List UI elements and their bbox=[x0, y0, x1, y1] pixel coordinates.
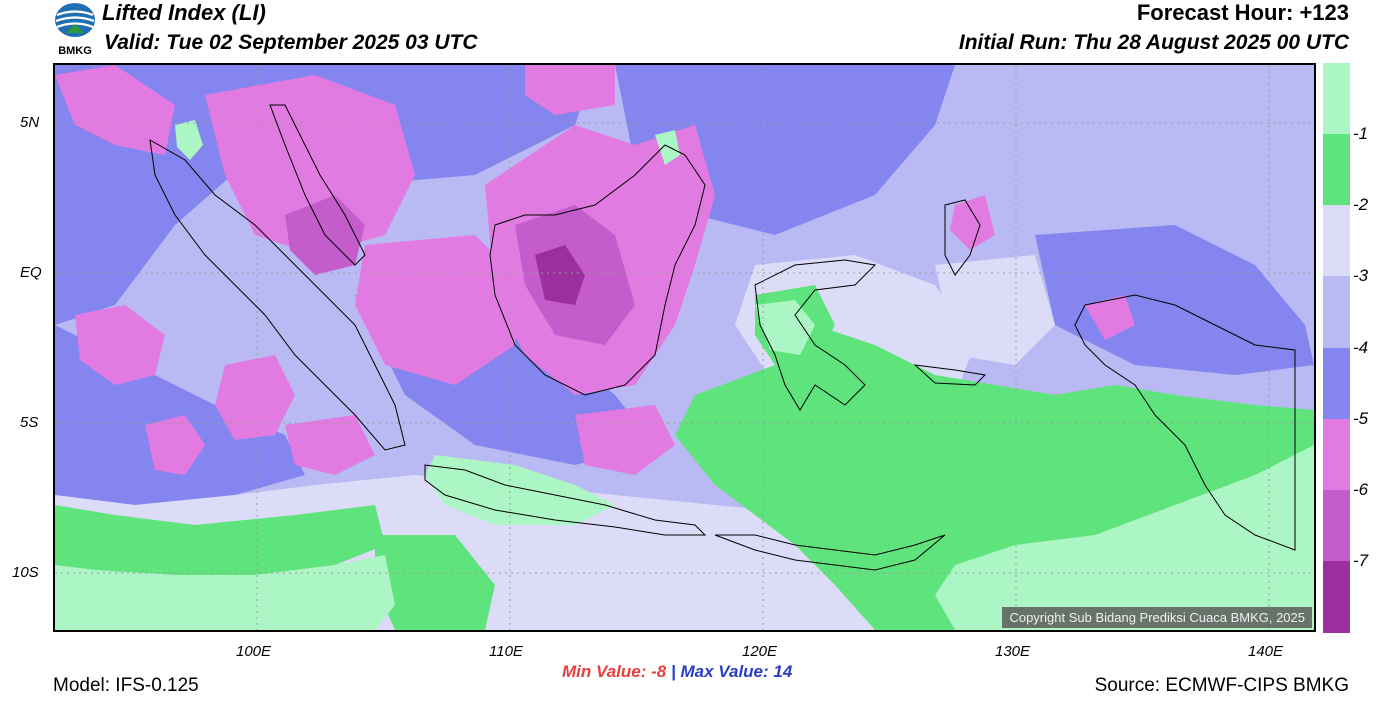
colorbar-segment bbox=[1323, 560, 1350, 633]
colorbar-segment bbox=[1323, 205, 1350, 277]
colorbar-label: -2 bbox=[1353, 195, 1369, 215]
separator: | bbox=[670, 662, 676, 681]
colorbar bbox=[1323, 63, 1350, 633]
colorbar-label: -3 bbox=[1353, 266, 1369, 286]
colorbar-label: -4 bbox=[1353, 337, 1369, 357]
lat-label-10s: 10S bbox=[12, 564, 39, 581]
lat-label-5n: 5N bbox=[20, 114, 40, 131]
logo-text: BMKG bbox=[58, 45, 92, 57]
forecast-hour: Forecast Hour: +123 bbox=[1136, 0, 1349, 25]
colorbar-label: -5 bbox=[1353, 408, 1369, 428]
map-canvas bbox=[55, 65, 1314, 630]
lon-label-120e: 120E bbox=[742, 643, 778, 660]
colorbar-segment bbox=[1323, 134, 1350, 206]
model-label: Model: IFS-0.125 bbox=[53, 675, 199, 696]
source-label: Source: ECMWF-CIPS BMKG bbox=[1094, 675, 1349, 696]
bmkg-logo: BMKG bbox=[52, 2, 98, 58]
initial-run: Initial Run: Thu 28 August 2025 00 UTC bbox=[958, 31, 1349, 54]
coastlines bbox=[149, 104, 1296, 571]
lon-label-140e: 140E bbox=[1248, 643, 1284, 660]
valid-time: Valid: Tue 02 September 2025 03 UTC bbox=[104, 31, 478, 54]
lat-label-eq: EQ bbox=[20, 264, 42, 281]
copyright-notice: Copyright Sub Bidang Prediksi Cuaca BMKG… bbox=[1002, 607, 1312, 628]
colorbar-segment bbox=[1323, 489, 1350, 562]
lon-label-100e: 100E bbox=[236, 643, 272, 660]
max-value: 14 bbox=[773, 662, 793, 681]
colorbar-label: -7 bbox=[1353, 550, 1369, 570]
min-label: Min Value: bbox=[562, 662, 647, 681]
min-max-values: Min Value: -8 | Max Value: 14 bbox=[562, 662, 792, 682]
colorbar-segment bbox=[1323, 418, 1350, 491]
max-label: Max Value: bbox=[680, 662, 769, 681]
lon-label-130e: 130E bbox=[995, 643, 1031, 660]
min-value: -8 bbox=[651, 662, 667, 681]
colorbar-label: -1 bbox=[1353, 124, 1369, 144]
colorbar-segment bbox=[1323, 63, 1350, 135]
lon-label-110e: 110E bbox=[489, 643, 523, 660]
chart-title: Lifted Index (LI) bbox=[102, 0, 266, 25]
colorbar-segment bbox=[1323, 347, 1350, 420]
lat-label-5s: 5S bbox=[20, 414, 39, 431]
colorbar-label: -6 bbox=[1353, 479, 1369, 499]
colorbar-segment bbox=[1323, 276, 1350, 348]
lifted-index-map: Copyright Sub Bidang Prediksi Cuaca BMKG… bbox=[53, 63, 1316, 632]
